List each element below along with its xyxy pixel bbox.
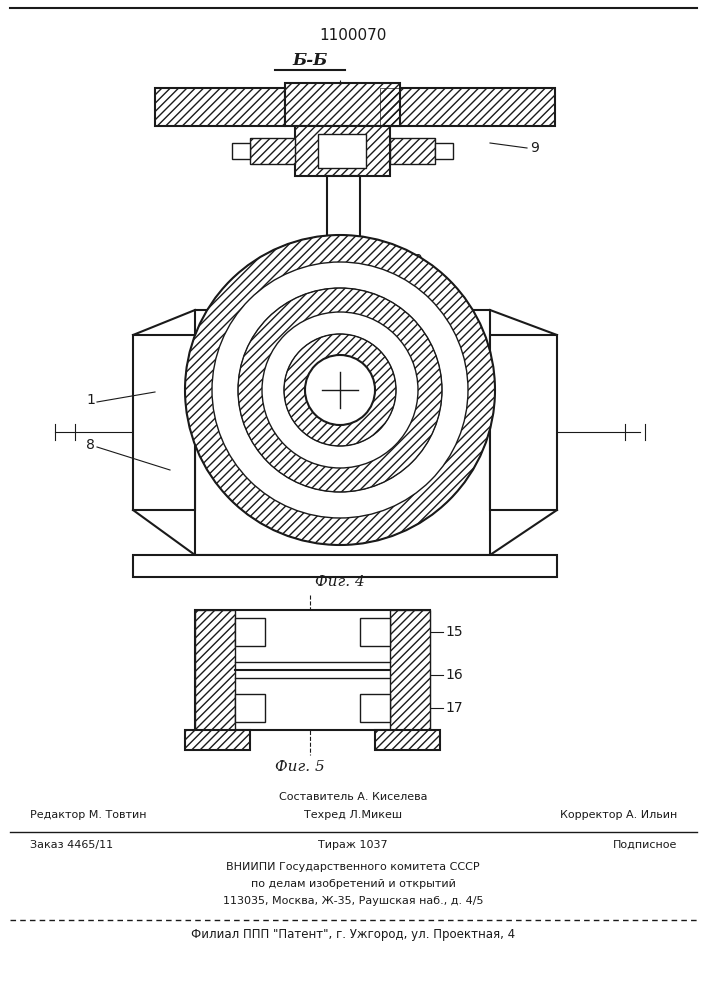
Bar [155,88,285,126]
Text: Б-Б: Б-Б [292,52,327,69]
Bar [327,176,360,290]
Circle shape [262,312,418,468]
Text: 1100070: 1100070 [320,28,387,43]
Text: ВНИИПИ Государственного комитета СССР: ВНИИПИ Государственного комитета СССР [226,862,480,872]
Bar [185,730,250,750]
Text: 9: 9 [530,141,539,155]
Bar [390,138,435,164]
Text: 17: 17 [445,701,462,715]
Bar [235,618,265,646]
Bar [295,126,390,176]
Text: 8: 8 [86,438,95,452]
Bar [380,88,555,126]
Bar [315,302,372,320]
Bar [360,618,390,646]
Bar [285,83,400,126]
Text: Заказ 4465/11: Заказ 4465/11 [30,840,113,850]
Bar [195,610,430,730]
Bar [250,138,295,164]
Bar [195,610,235,730]
Bar [235,694,265,722]
Text: Техред Л.Микеш: Техред Л.Микеш [304,810,402,820]
Text: 1: 1 [86,393,95,407]
Bar [380,88,555,126]
Text: 113035, Москва, Ж-35, Раушская наб., д. 4/5: 113035, Москва, Ж-35, Раушская наб., д. … [223,896,484,906]
Bar [285,83,400,126]
Bar [318,134,366,168]
Bar [185,730,250,750]
Text: 16: 16 [445,668,463,682]
Bar [375,730,440,750]
Bar [155,88,285,126]
Circle shape [212,262,468,518]
Bar [327,320,360,330]
Circle shape [185,235,495,545]
Bar [390,610,430,730]
Text: 15: 15 [445,625,462,639]
Bar [133,555,557,577]
Bar [250,138,295,164]
Bar [360,694,390,722]
Bar [133,335,195,510]
Bar [390,610,430,730]
Circle shape [238,288,442,492]
Text: Составитель А. Киселева: Составитель А. Киселева [279,792,427,802]
Text: 10: 10 [405,253,423,267]
Bar [292,270,395,302]
Text: Фиг. 4: Фиг. 4 [315,575,365,589]
Bar [295,126,390,176]
Bar [490,335,557,510]
Text: Корректор А. Ильин: Корректор А. Ильин [560,810,677,820]
Text: по делам изобретений и открытий: по делам изобретений и открытий [250,879,455,889]
Text: Тираж 1037: Тираж 1037 [318,840,388,850]
Bar [375,730,440,750]
Bar [435,143,453,159]
Bar [195,610,235,730]
Text: Редактор М. Товтин: Редактор М. Товтин [30,810,146,820]
Bar [195,310,490,555]
Text: Филиал ППП "Патент", г. Ужгород, ул. Проектная, 4: Филиал ППП "Патент", г. Ужгород, ул. Про… [191,928,515,941]
Circle shape [305,355,375,425]
Bar [232,143,250,159]
Text: Подписное: Подписное [613,840,677,850]
Text: Фиг. 5: Фиг. 5 [275,760,325,774]
Circle shape [284,334,396,446]
Bar [390,138,435,164]
